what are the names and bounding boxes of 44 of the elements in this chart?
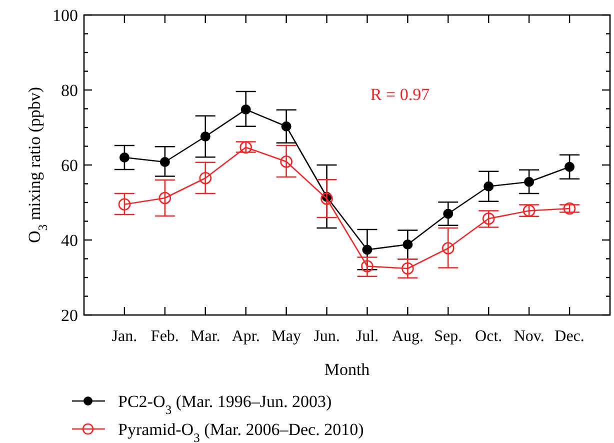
point — [240, 104, 251, 114]
point — [160, 157, 170, 167]
point — [320, 192, 333, 205]
x-tick-label: Mar. — [190, 328, 220, 345]
x-tick-label: Dec. — [554, 328, 584, 345]
point — [484, 181, 494, 192]
point — [522, 204, 536, 217]
x-tick-label: Nov. — [514, 328, 544, 345]
x-tick-label: Jan. — [112, 328, 138, 345]
x-tick-label: Feb. — [150, 328, 179, 345]
y-tick-label: 40 — [61, 230, 78, 250]
point — [402, 240, 413, 250]
point — [240, 141, 252, 154]
point — [362, 244, 372, 255]
point — [281, 121, 292, 132]
point — [563, 202, 576, 215]
x-tick-label: May — [272, 328, 301, 345]
point — [158, 192, 172, 204]
point — [118, 198, 131, 211]
x-tick-label: Apr. — [232, 328, 260, 345]
legend-label: PC2-O$_{3}$ (Mar. 1996–Jun. 2003) — [118, 392, 332, 417]
y-tick-label: 100 — [52, 6, 78, 25]
x-tick-label: Sep. — [434, 328, 462, 345]
point — [443, 208, 454, 219]
point — [199, 172, 212, 184]
point — [564, 162, 575, 172]
point — [482, 212, 495, 225]
x-axis-title: Month — [324, 360, 370, 379]
point — [200, 132, 210, 142]
x-tick-label: Jul. — [356, 328, 379, 345]
y-tick-label: 60 — [61, 156, 78, 175]
point — [402, 262, 414, 275]
point — [280, 155, 292, 168]
point — [524, 176, 534, 187]
legend-label: Pyramid-O$_{3}$ (Mar. 2006–Dec. 2010) — [118, 420, 364, 443]
x-tick-label: Aug. — [392, 328, 424, 345]
point — [442, 242, 454, 254]
x-tick-label: Jun. — [314, 328, 340, 345]
x-tick-label: Oct. — [475, 328, 502, 345]
point — [361, 260, 374, 272]
annotation: R = 0.97 — [370, 85, 430, 104]
y-tick-label: 80 — [61, 80, 78, 100]
point — [119, 152, 130, 162]
y-tick-label: 20 — [61, 306, 78, 325]
